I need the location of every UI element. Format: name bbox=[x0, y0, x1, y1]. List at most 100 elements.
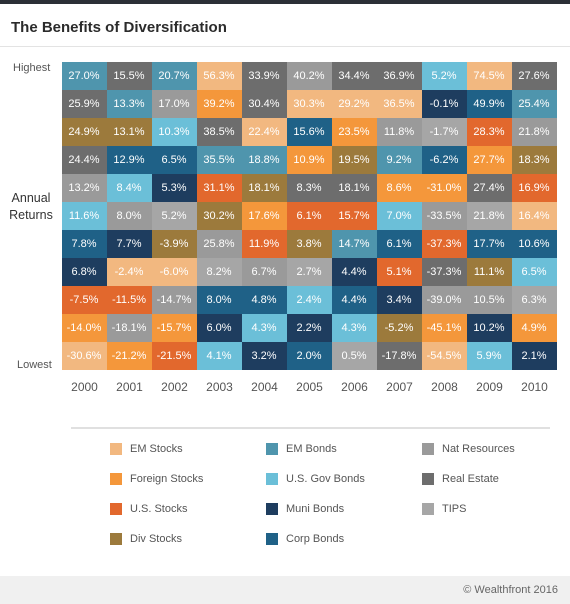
legend-swatch bbox=[110, 443, 122, 455]
cell-2010-9: 6.3% bbox=[512, 286, 557, 314]
cell-2004-4: 18.8% bbox=[242, 146, 287, 174]
legend-item-u-s-stocks: U.S. Stocks bbox=[110, 503, 187, 515]
cell-2004-9: 4.8% bbox=[242, 286, 287, 314]
cell-2004-8: 6.7% bbox=[242, 258, 287, 286]
y-label-lowest: Lowest bbox=[17, 359, 52, 371]
cell-2006-10: 4.3% bbox=[332, 314, 377, 342]
cell-2003-5: 31.1% bbox=[197, 174, 242, 202]
cell-2002-6: 5.2% bbox=[152, 202, 197, 230]
legend-label: Div Stocks bbox=[130, 533, 182, 545]
cell-2000-3: 24.9% bbox=[62, 118, 107, 146]
cell-2009-6: 21.8% bbox=[467, 202, 512, 230]
cell-2000-8: 6.8% bbox=[62, 258, 107, 286]
chart-title: The Benefits of Diversification bbox=[11, 19, 227, 36]
legend-label: EM Bonds bbox=[286, 443, 337, 455]
cell-2007-6: 7.0% bbox=[377, 202, 422, 230]
cell-2002-5: 5.3% bbox=[152, 174, 197, 202]
legend-item-u-s-gov-bonds: U.S. Gov Bonds bbox=[266, 473, 365, 485]
cell-2010-6: 16.4% bbox=[512, 202, 557, 230]
cell-2005-6: 6.1% bbox=[287, 202, 332, 230]
year-label-2009: 2009 bbox=[476, 380, 503, 394]
legend-item-muni-bonds: Muni Bonds bbox=[266, 503, 344, 515]
legend-label: TIPS bbox=[442, 503, 467, 515]
cell-2001-2: 13.3% bbox=[107, 90, 152, 118]
cell-2004-10: 4.3% bbox=[242, 314, 287, 342]
legend-item-tips: TIPS bbox=[422, 503, 466, 515]
cell-2002-4: 6.5% bbox=[152, 146, 197, 174]
legend-item-div-stocks: Div Stocks bbox=[110, 533, 182, 545]
legend-swatch bbox=[110, 533, 122, 545]
cell-2009-8: 11.1% bbox=[467, 258, 512, 286]
copyright: © Wealthfront 2016 bbox=[463, 584, 558, 596]
cell-2000-2: 25.9% bbox=[62, 90, 107, 118]
cell-2004-3: 22.4% bbox=[242, 118, 287, 146]
year-label-2007: 2007 bbox=[386, 380, 413, 394]
cell-2005-3: 15.6% bbox=[287, 118, 332, 146]
cell-2003-2: 39.2% bbox=[197, 90, 242, 118]
year-label-2005: 2005 bbox=[296, 380, 323, 394]
cell-2001-10: -18.1% bbox=[107, 314, 152, 342]
legend-swatch bbox=[422, 503, 434, 515]
cell-2003-7: 25.8% bbox=[197, 230, 242, 258]
cell-2007-11: -17.8% bbox=[377, 342, 422, 370]
cell-2000-11: -30.6% bbox=[62, 342, 107, 370]
legend-item-real-estate: Real Estate bbox=[422, 473, 499, 485]
cell-2001-11: -21.2% bbox=[107, 342, 152, 370]
cell-2010-4: 18.3% bbox=[512, 146, 557, 174]
cell-2007-7: 6.1% bbox=[377, 230, 422, 258]
cell-2005-2: 30.3% bbox=[287, 90, 332, 118]
cell-2010-3: 21.8% bbox=[512, 118, 557, 146]
year-label-2000: 2000 bbox=[71, 380, 98, 394]
cell-2009-7: 17.7% bbox=[467, 230, 512, 258]
cell-2006-2: 29.2% bbox=[332, 90, 377, 118]
cell-2005-11: 2.0% bbox=[287, 342, 332, 370]
title-divider bbox=[0, 46, 570, 47]
cell-2002-3: 10.3% bbox=[152, 118, 197, 146]
legend-item-corp-bonds: Corp Bonds bbox=[266, 533, 344, 545]
cell-2006-3: 23.5% bbox=[332, 118, 377, 146]
cell-2010-8: 6.5% bbox=[512, 258, 557, 286]
cell-2002-8: -6.0% bbox=[152, 258, 197, 286]
cell-2001-6: 8.0% bbox=[107, 202, 152, 230]
cell-2000-10: -14.0% bbox=[62, 314, 107, 342]
legend-item-foreign-stocks: Foreign Stocks bbox=[110, 473, 203, 485]
cell-2006-7: 14.7% bbox=[332, 230, 377, 258]
cell-2007-5: 8.6% bbox=[377, 174, 422, 202]
legend-swatch bbox=[266, 443, 278, 455]
legend-swatch bbox=[110, 473, 122, 485]
cell-2002-2: 17.0% bbox=[152, 90, 197, 118]
cell-2009-2: 49.9% bbox=[467, 90, 512, 118]
cell-2003-9: 8.0% bbox=[197, 286, 242, 314]
cell-2004-6: 17.6% bbox=[242, 202, 287, 230]
cell-2003-8: 8.2% bbox=[197, 258, 242, 286]
legend-label: Corp Bonds bbox=[286, 533, 345, 545]
top-bar bbox=[0, 0, 570, 4]
cell-2006-6: 15.7% bbox=[332, 202, 377, 230]
cell-2006-9: 4.4% bbox=[332, 286, 377, 314]
cell-2006-4: 19.5% bbox=[332, 146, 377, 174]
cell-2005-4: 10.9% bbox=[287, 146, 332, 174]
cell-2000-7: 7.8% bbox=[62, 230, 107, 258]
legend-label: U.S. Gov Bonds bbox=[286, 473, 365, 485]
cell-2004-1: 33.9% bbox=[242, 62, 287, 90]
year-label-2003: 2003 bbox=[206, 380, 233, 394]
cell-2010-1: 27.6% bbox=[512, 62, 557, 90]
cell-2003-3: 38.5% bbox=[197, 118, 242, 146]
cell-2008-3: -1.7% bbox=[422, 118, 467, 146]
cell-2002-1: 20.7% bbox=[152, 62, 197, 90]
cell-2004-5: 18.1% bbox=[242, 174, 287, 202]
legend-item-em-bonds: EM Bonds bbox=[266, 443, 337, 455]
cell-2001-8: -2.4% bbox=[107, 258, 152, 286]
cell-2004-7: 11.9% bbox=[242, 230, 287, 258]
cell-2001-7: 7.7% bbox=[107, 230, 152, 258]
cell-2007-4: 9.2% bbox=[377, 146, 422, 174]
cell-2008-9: -39.0% bbox=[422, 286, 467, 314]
cell-2008-5: -31.0% bbox=[422, 174, 467, 202]
cell-2002-10: -15.7% bbox=[152, 314, 197, 342]
cell-2005-5: 8.3% bbox=[287, 174, 332, 202]
cell-2003-4: 35.5% bbox=[197, 146, 242, 174]
legend-label: Nat Resources bbox=[442, 443, 515, 455]
cell-2002-9: -14.7% bbox=[152, 286, 197, 314]
cell-2005-9: 2.4% bbox=[287, 286, 332, 314]
legend-swatch bbox=[110, 503, 122, 515]
